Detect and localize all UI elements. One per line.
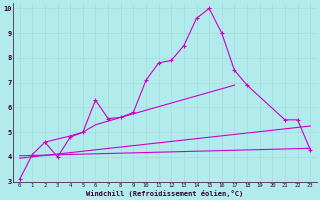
X-axis label: Windchill (Refroidissement éolien,°C): Windchill (Refroidissement éolien,°C)	[86, 190, 244, 197]
